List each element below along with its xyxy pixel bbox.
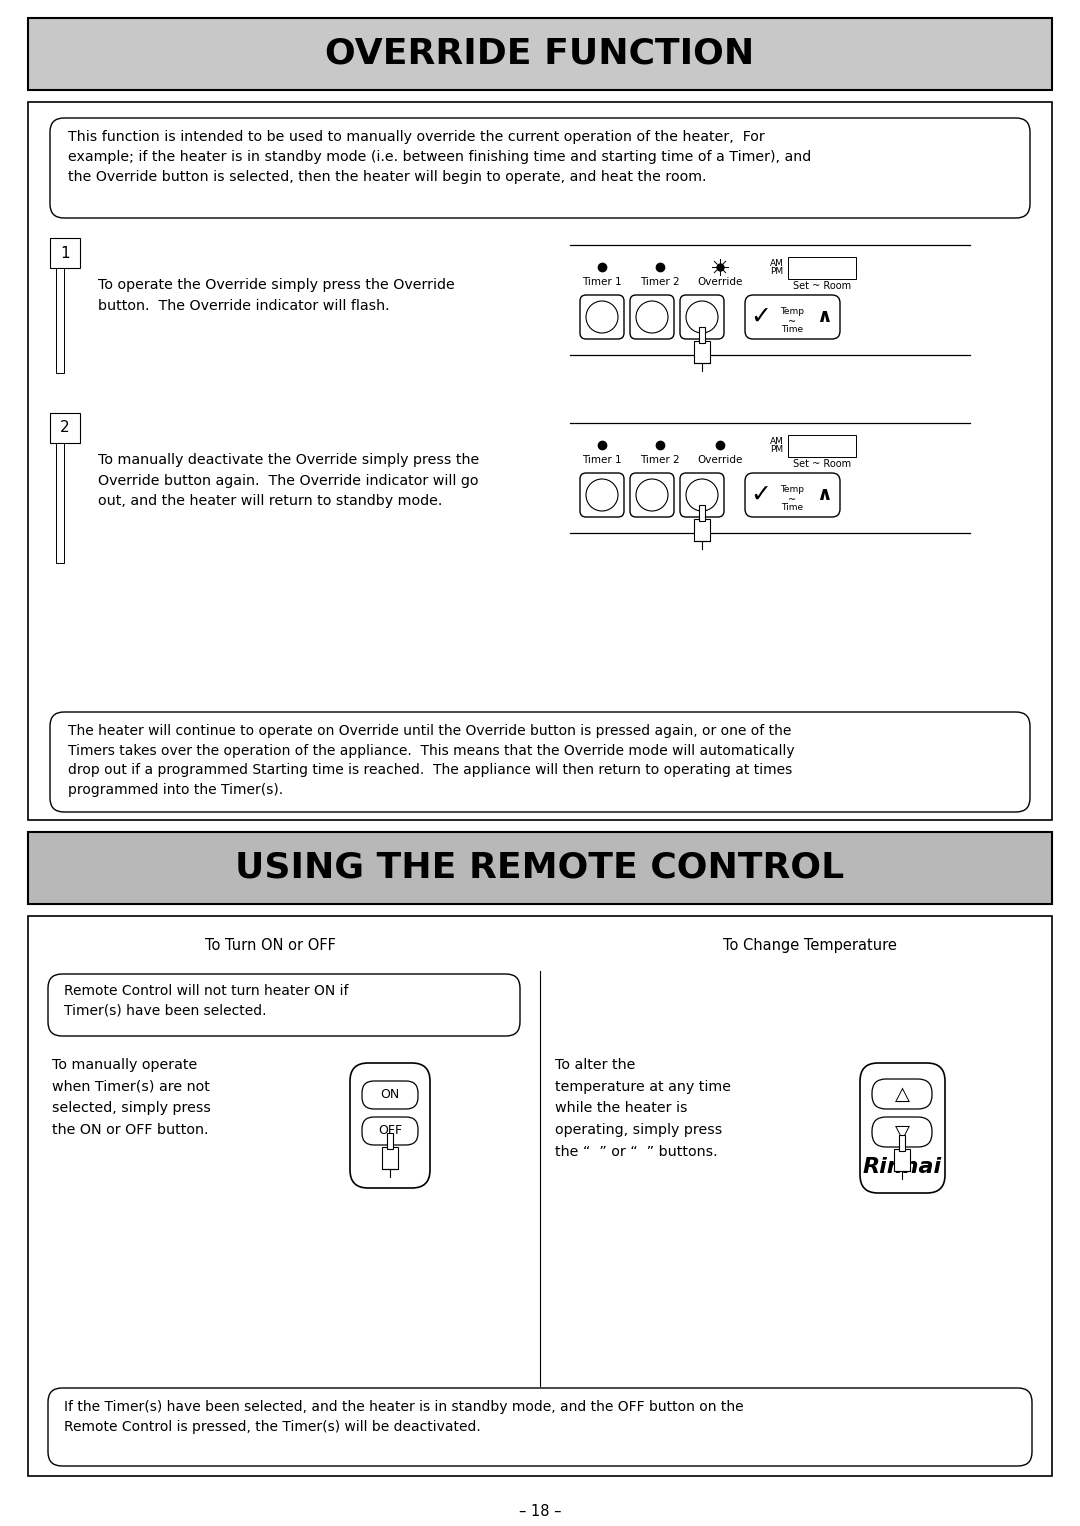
Bar bbox=[50, 238, 80, 269]
Bar bbox=[28, 832, 1052, 903]
Bar bbox=[28, 916, 1052, 1476]
Text: Timer 1: Timer 1 bbox=[582, 278, 622, 287]
FancyBboxPatch shape bbox=[580, 473, 624, 517]
Bar bbox=[788, 256, 856, 279]
Text: ON: ON bbox=[380, 1088, 400, 1102]
FancyBboxPatch shape bbox=[872, 1079, 932, 1109]
Bar bbox=[699, 327, 705, 343]
FancyBboxPatch shape bbox=[50, 713, 1030, 812]
Bar bbox=[50, 414, 80, 443]
Text: Set ~ Room: Set ~ Room bbox=[793, 281, 851, 291]
FancyBboxPatch shape bbox=[630, 295, 674, 339]
FancyBboxPatch shape bbox=[680, 473, 724, 517]
Text: Time: Time bbox=[782, 325, 804, 334]
Text: USING THE REMOTE CONTROL: USING THE REMOTE CONTROL bbox=[235, 852, 845, 885]
FancyBboxPatch shape bbox=[745, 473, 840, 517]
Bar bbox=[788, 435, 856, 456]
Text: ∧: ∧ bbox=[816, 485, 832, 505]
Text: OVERRIDE FUNCTION: OVERRIDE FUNCTION bbox=[325, 37, 755, 72]
FancyBboxPatch shape bbox=[48, 1389, 1032, 1466]
FancyBboxPatch shape bbox=[362, 1117, 418, 1144]
Text: Timer 1: Timer 1 bbox=[582, 455, 622, 465]
Text: To manually operate
when Timer(s) are not
selected, simply press
the ON or OFF b: To manually operate when Timer(s) are no… bbox=[52, 1058, 211, 1137]
Bar bbox=[699, 505, 705, 520]
Text: AM: AM bbox=[770, 259, 784, 269]
Text: To alter the
temperature at any time
while the heater is
operating, simply press: To alter the temperature at any time whi… bbox=[555, 1058, 731, 1158]
Text: Rinnai: Rinnai bbox=[863, 1157, 942, 1177]
Bar bbox=[387, 1132, 393, 1149]
Text: ✓: ✓ bbox=[751, 484, 771, 507]
FancyBboxPatch shape bbox=[362, 1080, 418, 1109]
Text: – 18 –: – 18 – bbox=[518, 1505, 562, 1518]
Bar bbox=[56, 269, 64, 372]
Text: ∧: ∧ bbox=[816, 308, 832, 327]
Text: ~: ~ bbox=[788, 494, 797, 505]
Text: ✓: ✓ bbox=[751, 305, 771, 330]
Text: Temp: Temp bbox=[781, 307, 805, 316]
Text: Time: Time bbox=[782, 504, 804, 513]
Text: 1: 1 bbox=[60, 246, 70, 261]
Bar bbox=[28, 18, 1052, 90]
FancyBboxPatch shape bbox=[680, 295, 724, 339]
Text: PM: PM bbox=[770, 446, 783, 455]
FancyBboxPatch shape bbox=[745, 295, 840, 339]
Text: Override: Override bbox=[698, 455, 743, 465]
FancyBboxPatch shape bbox=[350, 1064, 430, 1189]
FancyBboxPatch shape bbox=[50, 118, 1030, 218]
Text: To manually deactivate the Override simply press the
Override button again.  The: To manually deactivate the Override simp… bbox=[98, 453, 480, 508]
Bar bbox=[56, 443, 64, 563]
Text: Override: Override bbox=[698, 278, 743, 287]
Text: Remote Control will not turn heater ON if
Timer(s) have been selected.: Remote Control will not turn heater ON i… bbox=[64, 984, 349, 1018]
Text: OFF: OFF bbox=[378, 1125, 402, 1137]
Bar bbox=[694, 340, 710, 363]
Text: To Change Temperature: To Change Temperature bbox=[724, 938, 896, 954]
Bar bbox=[28, 102, 1052, 819]
Text: Set ~ Room: Set ~ Room bbox=[793, 459, 851, 468]
FancyBboxPatch shape bbox=[630, 473, 674, 517]
Text: The heater will continue to operate on Override until the Override button is pre: The heater will continue to operate on O… bbox=[68, 723, 795, 797]
Text: ▽: ▽ bbox=[894, 1123, 909, 1141]
Text: Timer 2: Timer 2 bbox=[640, 455, 679, 465]
FancyBboxPatch shape bbox=[580, 295, 624, 339]
Text: PM: PM bbox=[770, 267, 783, 276]
Text: To Turn ON or OFF: To Turn ON or OFF bbox=[204, 938, 336, 954]
Bar bbox=[899, 1135, 905, 1151]
Text: AM: AM bbox=[770, 436, 784, 446]
Text: △: △ bbox=[894, 1085, 909, 1103]
Text: ~: ~ bbox=[788, 317, 797, 327]
Text: Timer 2: Timer 2 bbox=[640, 278, 679, 287]
Text: Temp: Temp bbox=[781, 485, 805, 494]
Bar bbox=[382, 1148, 399, 1169]
FancyBboxPatch shape bbox=[872, 1117, 932, 1148]
Text: To operate the Override simply press the Override
button.  The Override indicato: To operate the Override simply press the… bbox=[98, 278, 455, 313]
Bar bbox=[694, 519, 710, 542]
FancyBboxPatch shape bbox=[48, 974, 519, 1036]
Text: 2: 2 bbox=[60, 421, 70, 435]
FancyBboxPatch shape bbox=[860, 1064, 945, 1193]
Bar bbox=[894, 1149, 910, 1170]
Text: If the Timer(s) have been selected, and the heater is in standby mode, and the O: If the Timer(s) have been selected, and … bbox=[64, 1399, 744, 1434]
Text: This function is intended to be used to manually override the current operation : This function is intended to be used to … bbox=[68, 130, 811, 185]
